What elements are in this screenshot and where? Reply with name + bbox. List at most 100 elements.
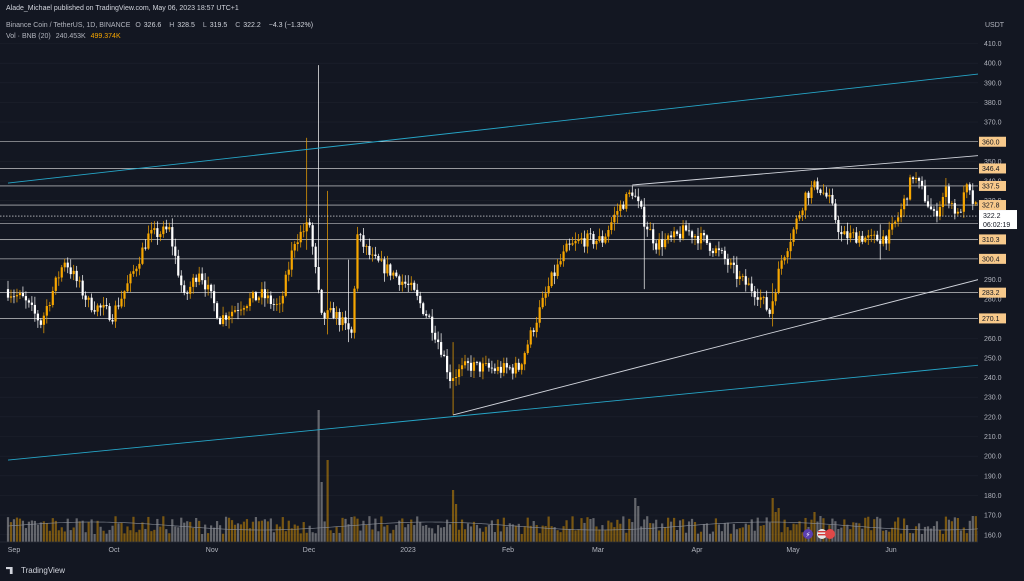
volume-bar — [401, 518, 404, 542]
volume-bar — [628, 518, 631, 542]
bear-candle — [768, 309, 771, 314]
trendlines[interactable] — [7, 59, 1024, 461]
volume-bar — [968, 520, 971, 542]
bull-candle — [401, 281, 404, 285]
volume-bar — [559, 532, 562, 542]
volume-bar — [553, 527, 556, 542]
bull-candle — [616, 211, 619, 215]
bull-candle — [541, 297, 544, 308]
price-axis[interactable] — [978, 0, 1024, 560]
volume-bar — [520, 533, 523, 542]
bull-candle — [974, 202, 977, 204]
volume-bar — [932, 525, 936, 542]
bear-candle — [445, 355, 449, 373]
bear-candle — [12, 296, 16, 298]
volume-bar — [903, 518, 906, 542]
volume-bar — [508, 523, 511, 542]
symbol-legend[interactable]: Binance Coin / TetherUS, 1D, BINANCE O 32… — [6, 22, 316, 29]
volume-bars — [6, 410, 989, 542]
volume-bar — [111, 525, 114, 542]
volume-bar — [42, 521, 45, 542]
volume-bar — [741, 527, 744, 542]
symbol-title[interactable]: Binance Coin / TetherUS, 1D, BINANCE — [6, 22, 131, 29]
volume-bar — [371, 529, 374, 542]
volume-bar — [929, 528, 933, 542]
bear-candle — [437, 339, 440, 343]
volume-bar — [756, 517, 759, 542]
volume-bar — [466, 523, 470, 542]
price-tick-label: 380.0 — [984, 100, 1002, 107]
price-tick-label: 200.0 — [984, 454, 1002, 461]
price-change: −4.3 (−1.32%) — [268, 22, 314, 29]
lightning-event-icon[interactable] — [803, 529, 813, 539]
bull-candle — [60, 267, 63, 278]
bear-candle — [469, 362, 473, 371]
bear-candle — [81, 280, 84, 296]
event-markers[interactable]: ⚡ — [803, 529, 835, 539]
brand-name: TradingView — [21, 566, 66, 575]
volume-bar — [526, 517, 529, 542]
bear-candle — [678, 233, 682, 239]
bear-candle — [383, 259, 386, 274]
volume-bar — [410, 519, 413, 542]
volume-bar — [413, 525, 416, 542]
level-tag-label: 310.3 — [982, 237, 1000, 244]
bear-candle — [553, 272, 556, 277]
volume-bar — [18, 518, 22, 542]
bull-candle — [598, 236, 601, 241]
news-event-icon[interactable] — [825, 529, 835, 539]
volume-bar — [759, 525, 762, 542]
volume-bar — [735, 529, 738, 542]
volume-bar — [329, 530, 332, 542]
volume-bar — [320, 482, 323, 542]
volume-bar — [218, 525, 222, 542]
volume-bar — [837, 529, 840, 542]
bull-candle — [18, 292, 22, 296]
bear-candle — [490, 367, 493, 369]
volume-bar — [622, 516, 625, 542]
volume-bar — [443, 527, 446, 542]
volume-bar — [705, 523, 709, 542]
volume-bar — [517, 523, 520, 542]
bull-candle — [864, 237, 867, 242]
bull-candle — [777, 268, 780, 293]
bear-candle — [840, 232, 843, 235]
bull-candle — [135, 268, 138, 272]
bear-candle — [905, 198, 909, 200]
volume-bar — [908, 532, 912, 542]
bull-candle — [284, 274, 287, 296]
bull-candle — [894, 221, 897, 224]
footer-brand[interactable]: TradingView — [6, 566, 65, 575]
bull-candle — [574, 241, 577, 244]
volume-bar — [147, 516, 150, 542]
bull-candle — [230, 311, 234, 317]
bear-candle — [117, 305, 120, 307]
price-axis-unit: USDT — [985, 22, 1005, 29]
volume-bar — [180, 517, 183, 542]
volume-bar — [962, 527, 965, 542]
level-tag — [979, 287, 1006, 298]
volume-bar — [347, 524, 350, 542]
bear-candle — [720, 250, 723, 251]
bear-candle — [218, 317, 222, 324]
volume-legend[interactable]: Vol · BNB (20) 240.453K 499.374K — [6, 33, 124, 40]
bear-candle — [532, 330, 535, 332]
volume-bar — [610, 522, 613, 542]
bear-candle — [171, 227, 174, 247]
bear-candle — [374, 254, 377, 257]
bull-candle — [729, 262, 732, 265]
volume-bar — [544, 526, 547, 542]
volume-bar — [356, 518, 359, 542]
volume-label[interactable]: Vol · BNB (20) — [6, 33, 51, 40]
volume-bar — [729, 533, 732, 542]
volume-bar — [213, 527, 216, 542]
volume-bar — [437, 525, 440, 542]
bull-candle — [667, 235, 670, 240]
bear-candle — [511, 367, 514, 374]
volume-bar — [595, 526, 598, 542]
bear-candle — [475, 362, 479, 363]
bear-candle — [911, 177, 915, 180]
bull-candle — [571, 243, 574, 245]
